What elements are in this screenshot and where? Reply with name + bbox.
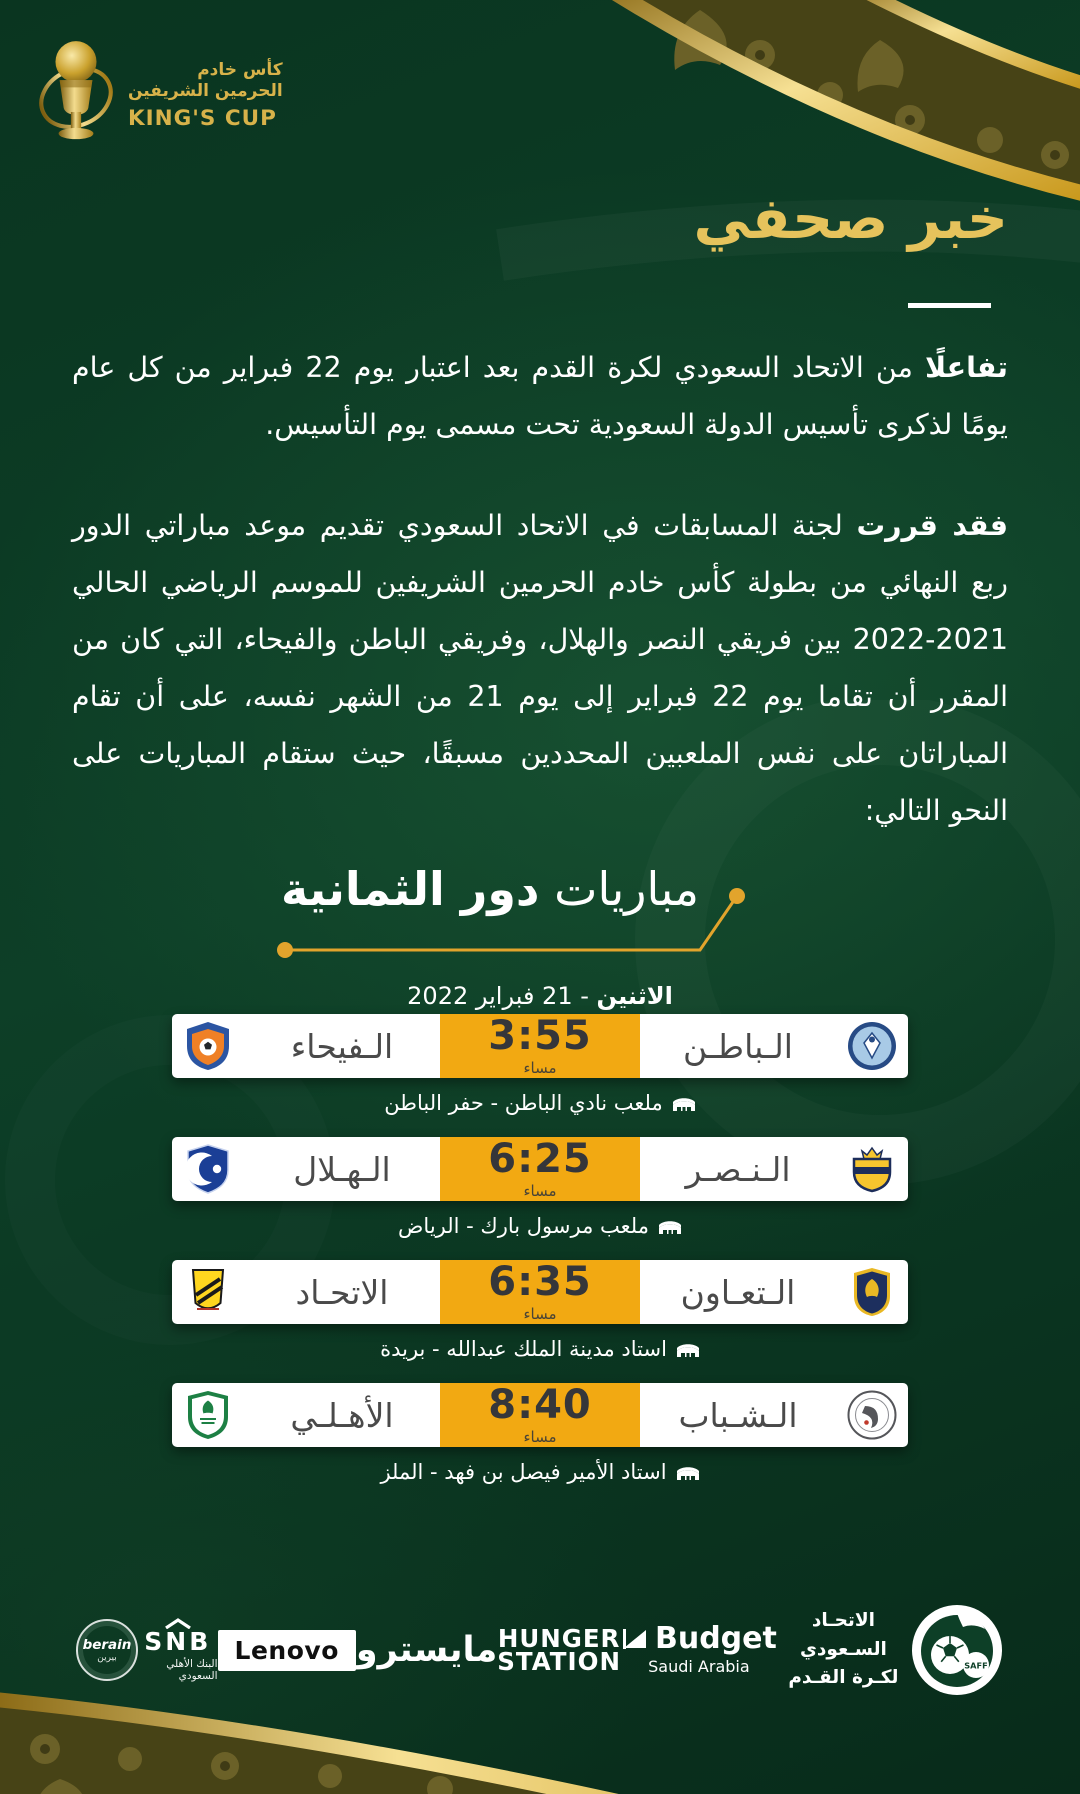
paragraph-decision-text: لجنة المسابقات في الاتحاد السعودي تقديم …: [72, 508, 1008, 827]
team-logo-altaawoun: [854, 1268, 890, 1316]
sponsors-row: berain بيرين SNB البنك الأهلي السعودي Le…: [76, 1596, 1004, 1704]
sponsor-saff-crest: SAFF: [910, 1603, 1004, 1697]
snb-arabic: البنك الأهلي السعودي: [166, 1658, 218, 1682]
paragraph-decision: فقد قررت لجنة المسابقات في الاتحاد السعو…: [72, 497, 1008, 839]
match-bar: الـشـباب 8:40 مساء الأهـلـي: [172, 1383, 908, 1447]
kickoff-time-box: 3:55 مساء: [440, 1014, 640, 1078]
venue-text: استاد الأمير فيصل بن فهد - الملز: [380, 1460, 667, 1484]
kickoff-time-box: 6:25 مساء: [440, 1137, 640, 1201]
sponsor-lenovo: Lenovo: [217, 1629, 356, 1671]
kings-cup-trophy-icon: [39, 41, 113, 140]
snb-caret-icon: [164, 1618, 191, 1629]
match-date-rest: - 21 فبراير 2022: [407, 982, 597, 1010]
kickoff-time: 6:25: [488, 1137, 592, 1182]
venue-line: ملعب نادي الباطن - حفر الباطن: [172, 1091, 908, 1115]
saff-arabic-line1: الاتحـاد السـعودي: [799, 1609, 887, 1660]
venue-line: ملعب مرسول بارك - الرياض: [172, 1214, 908, 1238]
berain-wordmark: berain: [82, 1637, 132, 1653]
kings-cup-arabic-line1: كأس خادم: [197, 60, 283, 80]
team-name-left: الـفيحاء: [290, 1026, 394, 1066]
sponsor-maestro: مايسترو: [356, 1630, 497, 1670]
kickoff-time-box: 8:40 مساء: [440, 1383, 640, 1447]
match-row-altaawoun-alittihad: الـتعـاون 6:35 مساء الاتحـاد استاد مدينة…: [172, 1260, 908, 1361]
match-bar: الـباطـن 3:55 مساء الـفيحاء: [172, 1014, 908, 1078]
venue-line: استاد مدينة الملك عبدالله - بريدة: [172, 1337, 908, 1361]
team-logo-albatin: [848, 1022, 896, 1070]
match-bar: الـنـصـر 6:25 مساء الـهـلال: [172, 1137, 908, 1201]
team-name-right: الـشـباب: [678, 1395, 798, 1435]
kickoff-time: 3:55: [488, 1014, 592, 1059]
match-row-alshabab-alahli: الـشـباب 8:40 مساء الأهـلـي استاد الأمير…: [172, 1383, 908, 1484]
kickoff-time-box: 6:35 مساء: [440, 1260, 640, 1324]
team-logo-alahli: [188, 1391, 228, 1439]
kings-cup-english: KING'S CUP: [128, 105, 277, 131]
paragraph-intro: تفاعلًا من الاتحاد السعودي لكرة القدم بع…: [72, 339, 1008, 453]
kickoff-time: 8:40: [488, 1383, 592, 1428]
team-logo-alshabab: [847, 1390, 897, 1440]
stadium-icon: [672, 1098, 695, 1111]
stadium-icon: [658, 1221, 681, 1234]
venue-text: ملعب نادي الباطن - حفر الباطن: [384, 1091, 663, 1115]
kickoff-period: مساء: [523, 1058, 557, 1077]
section-title: مباريات دور الثمانية: [50, 862, 930, 916]
berain-arabic: بيرين: [97, 1653, 117, 1663]
team-name-left: الاتحـاد: [295, 1272, 389, 1312]
press-release-title: خبر صحفي: [693, 186, 1008, 252]
sponsor-budget: Budget Saudi Arabia: [621, 1624, 777, 1676]
budget-flag-icon: [622, 1629, 646, 1649]
section-title-bold: دور الثمانية: [280, 862, 540, 916]
maestro-wordmark: مايسترو: [355, 1630, 498, 1670]
saff-crest-label: SAFF: [964, 1661, 987, 1671]
budget-wordmark: Budget: [654, 1621, 777, 1656]
stadium-icon: [676, 1344, 699, 1357]
title-underline: [908, 303, 991, 308]
lenovo-logo: Lenovo: [217, 1629, 356, 1671]
team-name-left: الأهـلـي: [290, 1395, 394, 1435]
section-title-regular: مباريات: [554, 862, 700, 916]
team-name-right: الـنـصـر: [685, 1149, 791, 1189]
hungerstation-line2: STATION: [497, 1647, 621, 1676]
kings-cup-logo-text: كأس خادم الحرمين الشريفين KING'S CUP: [128, 60, 283, 131]
hungerstation-line1: HUNGER: [497, 1623, 621, 1653]
team-logo-alnassr: [852, 1146, 892, 1193]
sponsor-snb: SNB البنك الأهلي السعودي: [138, 1618, 218, 1682]
saff-arabic-line2: لكـرة القـدم: [788, 1667, 899, 1689]
saff-crest-logo: SAFF: [912, 1605, 1002, 1695]
team-logo-alfayha: [187, 1022, 229, 1070]
match-row-alnassr-alhilal: الـنـصـر 6:25 مساء الـهـلال ملعب مرسول ب…: [172, 1137, 908, 1238]
team-name-left: الـهـلال: [293, 1149, 391, 1189]
sponsor-saff-text: الاتحـاد السـعودي لكـرة القـدم: [777, 1607, 910, 1693]
kings-cup-logo: كأس خادم الحرمين الشريفين KING'S CUP: [28, 34, 283, 152]
kickoff-period: مساء: [523, 1304, 557, 1323]
venue-text: استاد مدينة الملك عبدالله - بريدة: [380, 1337, 667, 1361]
sponsor-hungerstation: HUNGER STATION: [497, 1623, 621, 1676]
team-name-right: الـتعـاون: [680, 1272, 796, 1312]
team-logo-alittihad: [191, 1269, 225, 1310]
paragraph-intro-lead: تفاعلًا: [924, 350, 1008, 384]
team-logo-alhilal: [185, 1144, 229, 1194]
snb-wordmark: SNB: [144, 1627, 212, 1656]
paragraph-intro-text: من الاتحاد السعودي لكرة القدم بعد اعتبار…: [72, 350, 1008, 441]
berain-logo: berain بيرين: [76, 1619, 138, 1681]
venue-line: استاد الأمير فيصل بن فهد - الملز: [172, 1460, 908, 1484]
kings-cup-arabic-line2: الحرمين الشريفين: [128, 81, 283, 102]
team-name-right: الـباطـن: [683, 1026, 793, 1066]
kickoff-period: مساء: [523, 1427, 557, 1446]
venue-text: ملعب مرسول بارك - الرياض: [398, 1214, 649, 1238]
kickoff-time: 6:35: [488, 1260, 592, 1305]
match-bar: الـتعـاون 6:35 مساء الاتحـاد: [172, 1260, 908, 1324]
stadium-icon: [676, 1467, 699, 1480]
kickoff-period: مساء: [523, 1181, 557, 1200]
match-row-albatin-alfayha: الـباطـن 3:55 مساء الـفيحاء ملعب نادي ال…: [172, 1014, 908, 1115]
paragraph-decision-lead: فقد قررت: [856, 508, 1009, 542]
match-date-day: الاثنين: [596, 982, 673, 1010]
match-date: الاثنين - 21 فبراير 2022: [0, 982, 1080, 1010]
budget-subtitle: Saudi Arabia: [648, 1657, 750, 1676]
sponsor-berain: berain بيرين: [76, 1619, 138, 1681]
